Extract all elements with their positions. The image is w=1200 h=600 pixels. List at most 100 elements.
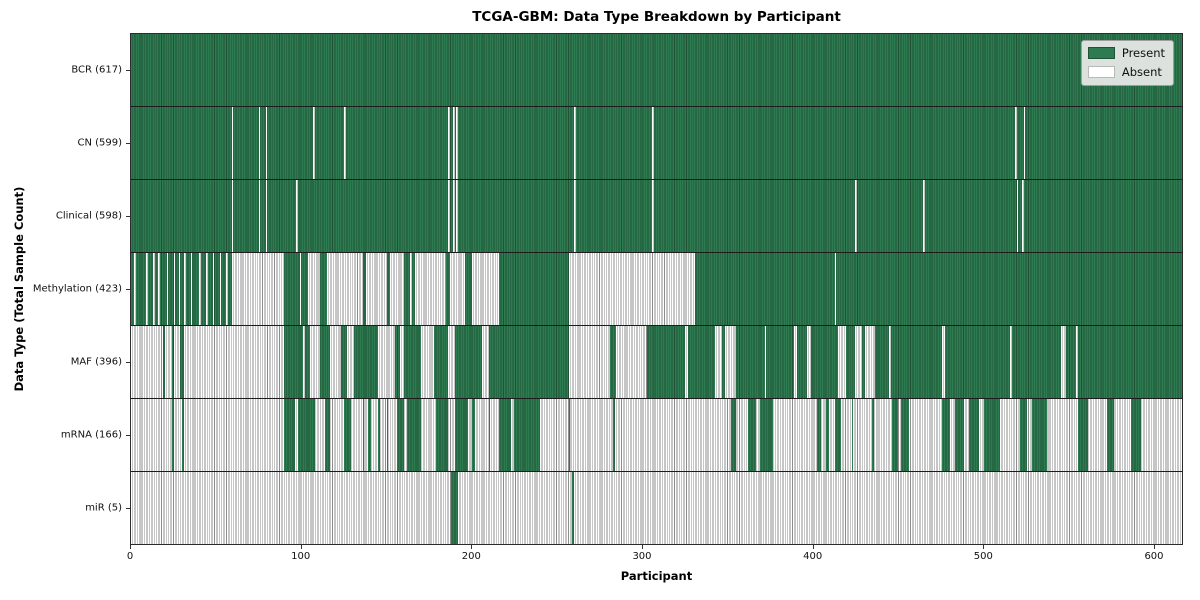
absent-segment — [471, 253, 499, 325]
present-segment — [454, 399, 469, 471]
y-tick-label-mRNA: mRNA (166) — [60, 429, 122, 441]
absent-segment — [652, 107, 654, 179]
absent-segment — [347, 326, 355, 398]
absent-segment — [131, 326, 164, 398]
absent-segment — [410, 253, 413, 325]
absent-segment — [265, 180, 268, 252]
present-segment — [568, 399, 571, 471]
absent-segment — [303, 326, 305, 398]
absent-segment — [854, 326, 862, 398]
absent-segment — [447, 326, 455, 398]
absent-segment — [456, 107, 459, 179]
absent-segment — [219, 253, 222, 325]
absent-segment — [183, 326, 285, 398]
absent-segment — [366, 253, 387, 325]
present-segment — [613, 399, 615, 471]
absent-segment — [1021, 180, 1024, 252]
y-tick-label-CN: CN (599) — [77, 137, 122, 149]
heatmap-row-mRNA — [131, 399, 1182, 472]
x-tick-mark — [641, 545, 643, 549]
absent-segment — [400, 326, 404, 398]
present-segment — [747, 399, 757, 471]
present-segment — [367, 399, 372, 471]
present-segment — [451, 472, 459, 544]
absent-segment — [173, 253, 176, 325]
chart-title: TCGA-GBM: Data Type Breakdown by Partici… — [472, 9, 841, 25]
absent-segment — [226, 253, 229, 325]
heatmap-rows — [131, 34, 1182, 544]
present-swatch-icon — [1087, 47, 1115, 59]
absent-segment — [299, 253, 302, 325]
absent-segment — [447, 180, 450, 252]
present-segment — [1107, 399, 1114, 471]
absent-segment — [231, 107, 234, 179]
absent-segment — [573, 180, 576, 252]
present-segment — [386, 399, 389, 471]
absent-segment — [158, 253, 160, 325]
absent-segment — [1009, 326, 1012, 398]
absent-segment — [377, 326, 396, 398]
y-tick-mark — [126, 289, 130, 290]
present-segment — [834, 399, 842, 471]
absent-segment — [652, 180, 654, 252]
absent-segment — [330, 326, 341, 398]
absent-segment — [134, 253, 137, 325]
heatmap-row-BCR — [131, 34, 1182, 107]
present-segment — [488, 399, 491, 471]
absent-segment — [199, 253, 201, 325]
heatmap-row-miR — [131, 472, 1182, 544]
y-tick-mark — [126, 69, 130, 71]
absent-segment — [481, 326, 489, 398]
legend-item-present: Present — [1087, 46, 1165, 60]
present-segment — [325, 399, 331, 471]
absent-segment — [568, 326, 610, 398]
present-segment — [1032, 399, 1048, 471]
absent-segment — [165, 326, 172, 398]
present-segment — [871, 399, 874, 471]
x-tick-label-100: 100 — [291, 551, 311, 562]
present-segment — [1020, 399, 1027, 471]
absent-segment — [1016, 180, 1019, 252]
y-tick-label-miR: miR (5) — [85, 502, 122, 514]
heatmap-row-MAF — [131, 326, 1182, 399]
present-segment — [730, 399, 736, 471]
present-segment — [572, 472, 574, 544]
absent-segment — [834, 253, 837, 325]
absent-segment — [854, 180, 857, 252]
absent-segment — [420, 326, 435, 398]
absent-segment — [343, 107, 346, 179]
y-tick-mark — [126, 142, 130, 144]
absent-segment — [389, 253, 404, 325]
present-segment — [284, 399, 295, 471]
absent-segment — [313, 107, 315, 179]
absent-segment — [865, 326, 876, 398]
absent-segment — [178, 253, 181, 325]
present-segment — [892, 399, 898, 471]
y-tick-mark — [126, 215, 130, 217]
x-tick-label-600: 600 — [1144, 551, 1164, 562]
absent-segment — [807, 326, 811, 398]
absent-segment — [837, 326, 847, 398]
absent-segment — [265, 107, 268, 179]
x-tick-mark — [471, 545, 473, 549]
absent-segment — [212, 253, 215, 325]
absent-segment — [616, 326, 648, 398]
x-tick-label-200: 200 — [461, 551, 481, 562]
x-tick-mark — [130, 545, 131, 549]
present-segment — [498, 399, 511, 471]
absent-segment — [764, 326, 767, 398]
absent-segment — [793, 326, 798, 398]
legend-present-label: Present — [1121, 46, 1165, 60]
absent-segment — [183, 253, 186, 325]
absent-swatch-icon — [1087, 66, 1115, 78]
absent-segment — [452, 180, 455, 252]
absent-segment — [1076, 326, 1079, 398]
present-segment — [377, 399, 380, 471]
absent-segment — [889, 326, 891, 398]
y-tick-label-MAF: MAF (396) — [70, 356, 122, 368]
present-segment — [984, 399, 1000, 471]
y-tick-mark — [126, 362, 130, 364]
absent-segment — [456, 180, 459, 252]
absent-segment — [309, 326, 321, 398]
